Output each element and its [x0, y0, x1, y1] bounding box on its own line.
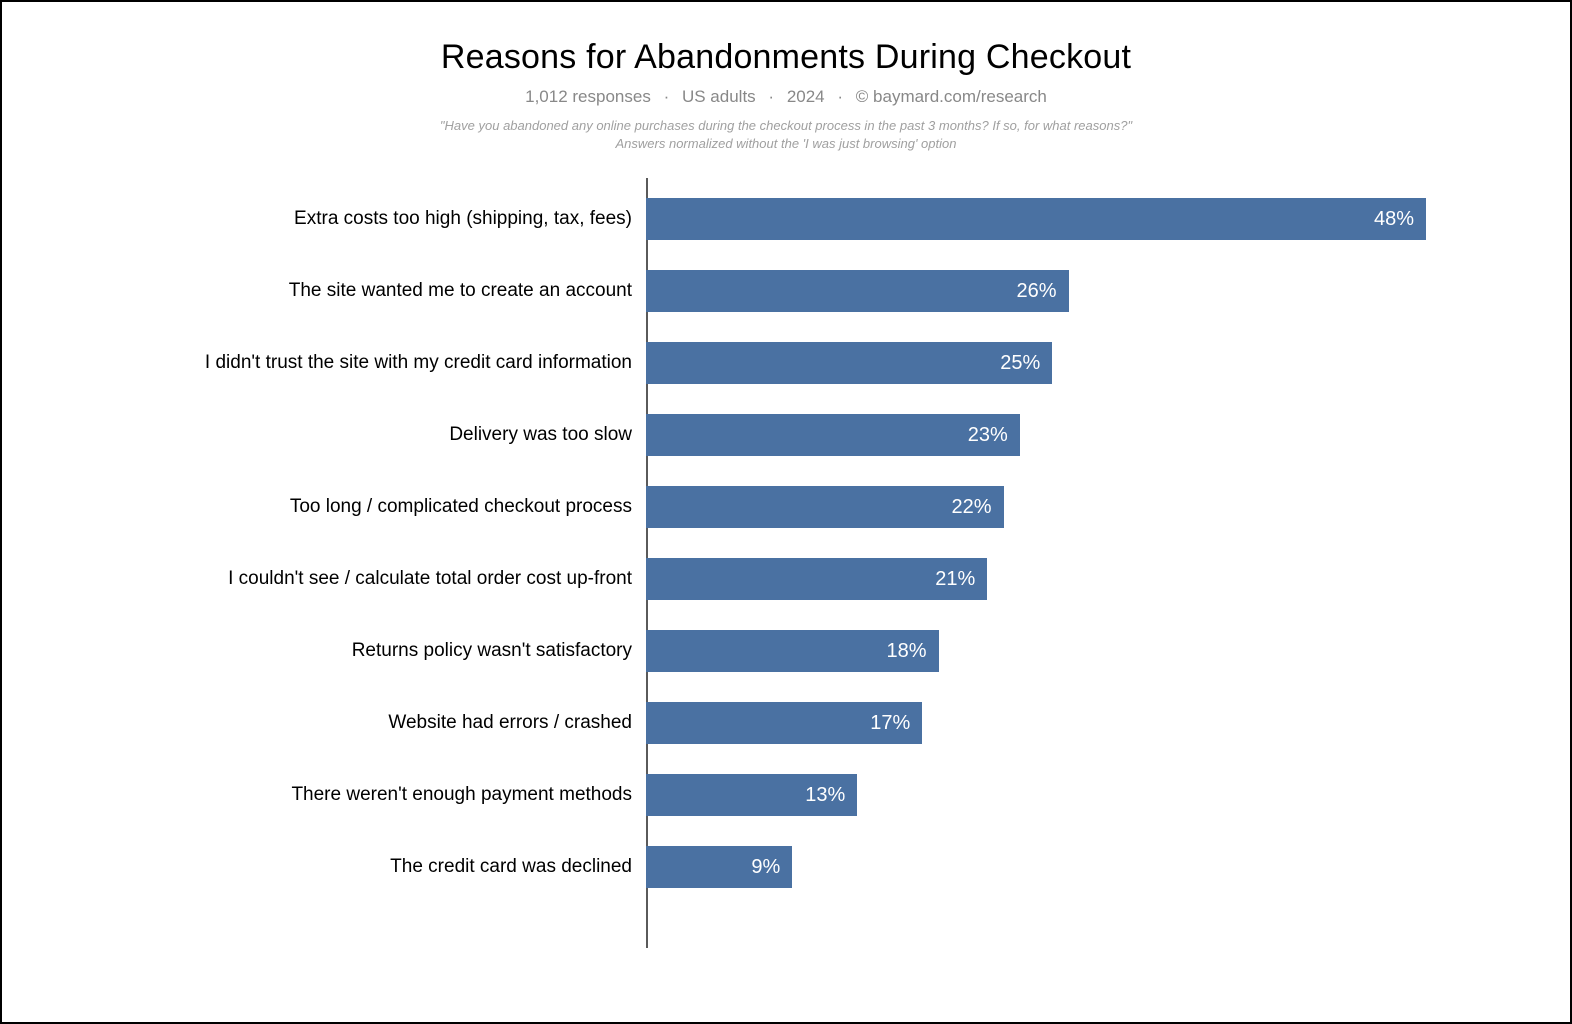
bar-value: 25% [1000, 352, 1040, 375]
bar: 25% [646, 342, 1052, 384]
chart-row: I didn't trust the site with my credit c… [126, 342, 1446, 384]
bar-label: Returns policy wasn't satisfactory [112, 640, 632, 662]
bar-label: The credit card was declined [112, 856, 632, 878]
chart-row: Delivery was too slow23% [126, 414, 1446, 456]
chart-note: "Have you abandoned any online purchases… [2, 117, 1570, 152]
bar-label: The site wanted me to create an account [112, 280, 632, 302]
bar: 9% [646, 846, 792, 888]
bar: 48% [646, 198, 1426, 240]
bar: 23% [646, 414, 1020, 456]
subtitle-responses: 1,012 responses [525, 87, 651, 106]
bar-label: I couldn't see / calculate total order c… [112, 568, 632, 590]
chart-row: Extra costs too high (shipping, tax, fee… [126, 198, 1446, 240]
bar-value: 23% [968, 424, 1008, 447]
bar-label: There weren't enough payment methods [112, 784, 632, 806]
bar-value: 26% [1016, 280, 1056, 303]
bar: 21% [646, 558, 987, 600]
chart-row: The credit card was declined9% [126, 846, 1446, 888]
bar: 13% [646, 774, 857, 816]
note-line-1: "Have you abandoned any online purchases… [2, 117, 1570, 135]
subtitle-separator: · [837, 87, 843, 106]
bar-value: 18% [886, 640, 926, 663]
subtitle-year: 2024 [787, 87, 825, 106]
bar-label: Delivery was too slow [112, 424, 632, 446]
subtitle-audience: US adults [682, 87, 756, 106]
note-line-2: Answers normalized without the 'I was ju… [2, 135, 1570, 153]
chart-row: I couldn't see / calculate total order c… [126, 558, 1446, 600]
bar: 18% [646, 630, 939, 672]
subtitle-separator: · [664, 87, 670, 106]
chart-subtitle: 1,012 responses · US adults · 2024 · © b… [2, 87, 1570, 107]
chart-row: Returns policy wasn't satisfactory18% [126, 630, 1446, 672]
chart-row: There weren't enough payment methods13% [126, 774, 1446, 816]
chart-area: Extra costs too high (shipping, tax, fee… [126, 178, 1446, 948]
bar: 22% [646, 486, 1004, 528]
bar-label: Too long / complicated checkout process [112, 496, 632, 518]
bar-value: 48% [1374, 208, 1414, 231]
bar-value: 9% [751, 856, 780, 879]
chart-row: Website had errors / crashed17% [126, 702, 1446, 744]
subtitle-source: © baymard.com/research [856, 87, 1047, 106]
bar: 17% [646, 702, 922, 744]
bar-value: 13% [805, 784, 845, 807]
chart-title: Reasons for Abandonments During Checkout [2, 38, 1570, 77]
bar-label: Extra costs too high (shipping, tax, fee… [112, 208, 632, 230]
bar: 26% [646, 270, 1069, 312]
bar-value: 21% [935, 568, 975, 591]
chart-row: The site wanted me to create an account2… [126, 270, 1446, 312]
bar-label: Website had errors / crashed [112, 712, 632, 734]
chart-frame: Reasons for Abandonments During Checkout… [0, 0, 1572, 1024]
chart-row: Too long / complicated checkout process2… [126, 486, 1446, 528]
bar-value: 22% [951, 496, 991, 519]
subtitle-separator: · [768, 87, 774, 106]
bar-value: 17% [870, 712, 910, 735]
bar-label: I didn't trust the site with my credit c… [112, 352, 632, 374]
